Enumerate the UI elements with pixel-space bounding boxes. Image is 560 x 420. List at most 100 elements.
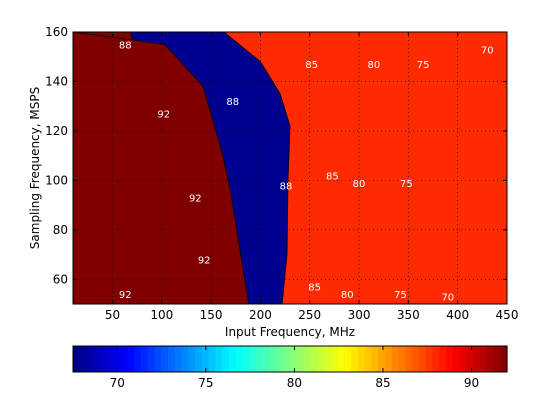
x-axis-ticks: 50 100 150 200 250 300 350 400 450 [105,32,518,322]
colorbar-band [384,346,393,372]
colorbar-band [113,346,122,372]
colorbar-band [201,346,210,372]
x-tick-label: 300 [348,308,371,322]
colorbar-tick-label: 80 [287,376,302,390]
colorbar-band [378,346,386,372]
contour-label: 85 [308,283,321,294]
colorbar-band [188,346,196,372]
colorbar-band [249,346,257,372]
contour-label: 92 [157,110,170,121]
y-tick-label: 100 [45,173,68,187]
colorbar-band [73,346,81,372]
contour-label: 75 [400,179,413,190]
colorbar: 70 75 80 85 90 [72,345,508,390]
colorbar-band [500,346,508,372]
colorbar-band [371,346,379,372]
contour-label: 70 [441,293,454,304]
y-tick-label: 60 [53,272,68,286]
contour-label: 88 [226,97,239,108]
y-axis-ticks: 60 80 100 120 140 160 [45,25,507,286]
colorbar-band [215,346,223,372]
colorbar-ticks: 70 75 80 85 90 [110,346,479,390]
x-tick-label: 350 [397,308,420,322]
x-tick-label: 200 [249,308,272,322]
colorbar-band [479,346,488,372]
colorbar-band [161,346,169,372]
colorbar-band [147,346,155,372]
colorbar-band [391,346,400,372]
colorbar-tick-label: 75 [198,376,213,390]
colorbar-band [452,346,461,372]
x-tick-label: 50 [105,308,120,322]
colorbar-band [405,346,413,372]
colorbar-band [473,346,481,372]
colorbar-band [276,346,284,372]
colorbar-band [303,346,311,372]
colorbar-band [256,346,264,372]
colorbar-band [195,346,203,372]
colorbar-band [445,346,454,372]
colorbar-band [262,346,271,372]
colorbar-frame [72,345,508,373]
contour-label: 75 [417,60,430,71]
y-axis-label: Sampling Frequency, MSPS [28,87,42,249]
colorbar-band [93,346,101,372]
colorbar-band [140,346,149,372]
colorbar-band [167,346,176,372]
colorbar-band [79,346,88,372]
colorbar-band [412,346,420,372]
colorbar-band [269,346,278,372]
contour-label: 75 [394,290,407,301]
colorbar-band [486,346,495,372]
y-tick-label: 160 [45,25,68,39]
colorbar-band [337,346,345,372]
contour-label: 88 [119,40,132,51]
colorbar-band [351,346,359,372]
colorbar-gradient [73,346,508,372]
colorbar-band [425,346,434,372]
colorbar-band [398,346,406,372]
colorbar-band [466,346,474,372]
y-tick-label: 120 [45,124,68,138]
colorbar-band [418,346,427,372]
plot-frame [72,31,508,305]
contour-region-92 [73,32,250,304]
colorbar-tick-label: 90 [464,376,479,390]
contour-labels: 88 92 88 85 80 75 70 88 85 80 75 92 92 92 85 80 75 70 [119,40,494,303]
colorbar-band [228,346,237,372]
contour-label: 70 [481,45,494,56]
colorbar-band [317,346,325,372]
colorbar-band [174,346,183,372]
contour-label: 92 [119,290,132,301]
colorbar-band [127,346,135,372]
colorbar-band [493,346,501,372]
y-tick-label: 80 [53,223,68,237]
colorbar-band [86,346,94,372]
colorbar-band [310,346,318,372]
colorbar-band [106,346,115,372]
colorbar-band [344,346,352,372]
plot-area: 88 92 88 85 80 75 70 88 85 80 75 92 92 92 85 80 75 70 50 1… [45,25,518,322]
contour-label: 80 [367,60,380,71]
colorbar-band [100,346,108,372]
contour-label: 92 [198,255,211,266]
colorbar-tick-label: 70 [110,376,125,390]
colorbar-band [222,346,230,372]
contour-label: 80 [341,290,354,301]
colorbar-band [357,346,366,372]
contour-label: 85 [326,171,339,182]
x-tick-label: 150 [200,308,223,322]
colorbar-band [290,346,298,372]
colorbar-band [459,346,467,372]
x-tick-label: 400 [446,308,469,322]
colorbar-band [181,346,189,372]
grid-lines [73,32,507,304]
x-tick-label: 250 [298,308,321,322]
colorbar-band [154,346,162,372]
x-tick-label: 100 [150,308,173,322]
contour-region-88 [223,32,507,304]
colorbar-band [208,346,217,372]
colorbar-band [120,346,128,372]
x-axis-label: Input Frequency, MHz [225,325,355,339]
